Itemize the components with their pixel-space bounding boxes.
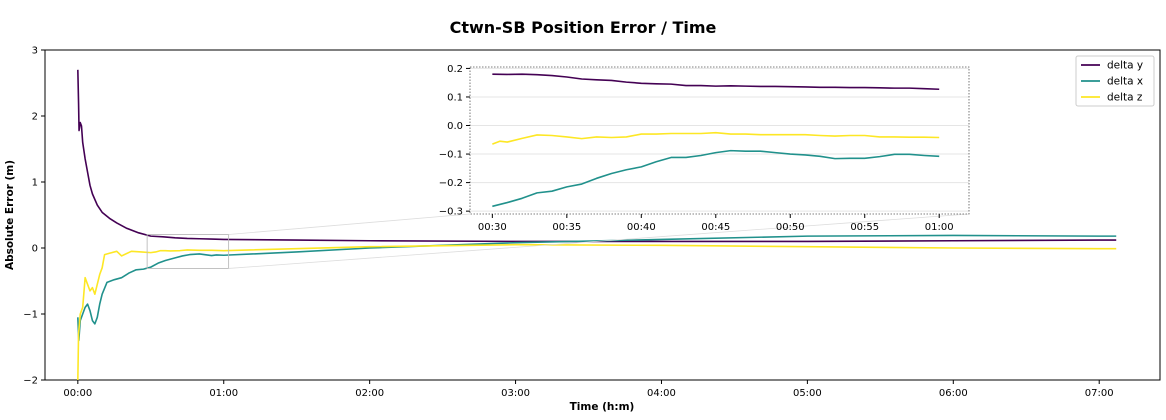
- inset-x-tick-label: 01:00: [925, 222, 954, 233]
- chart-title: Ctwn-SB Position Error / Time: [450, 18, 717, 37]
- main-frame: [44, 49, 1161, 381]
- inset-y-tick-label: −0.2: [439, 178, 463, 189]
- main-x-tick-label: 02:00: [355, 388, 384, 399]
- inset-y-tick-label: −0.3: [439, 207, 463, 218]
- main-y-tick-label: 2: [32, 112, 38, 123]
- main-x-tick-label: 05:00: [793, 388, 822, 399]
- main-series-delta-y: [77, 69, 1117, 243]
- inset-series-delta-z: [492, 131, 940, 145]
- main-x-tick-label: 07:00: [1085, 388, 1114, 399]
- main-x-tick-label: 03:00: [501, 388, 530, 399]
- main-plot: 00:00 01:00 02:00 03:00 04:00 05:00 06:00 07:00…: [23, 46, 1161, 399]
- zoom-connector-line: [228, 213, 970, 269]
- main-series-delta-x: [77, 234, 1117, 342]
- inset-x-tick-label: 00:55: [850, 222, 879, 233]
- zoom-connector-line: [228, 213, 471, 235]
- inset-y-tick-label: 0.1: [447, 92, 463, 103]
- inset-x-tick-label: 00:50: [776, 222, 805, 233]
- inset-frame: [469, 66, 970, 215]
- inset-series-delta-y: [492, 73, 940, 91]
- main-x-tick-label: 04:00: [647, 388, 676, 399]
- inset-y-tick-label: 0.0: [447, 121, 463, 132]
- legend-entry: delta z: [1107, 92, 1143, 104]
- inset-y-tick-label: 0.2: [447, 64, 463, 75]
- main-y-tick-label: 3: [32, 46, 38, 57]
- x-axis-label: Time (h:m): [570, 401, 635, 413]
- inset-x-tick-label: 00:40: [627, 222, 656, 233]
- main-series-delta-z: [77, 243, 1117, 380]
- zoom-indicator: [146, 213, 970, 269]
- main-x-tick-label: 00:00: [63, 388, 92, 399]
- inset-plot: 00:30 00:35 00:40 00:45 00:50 00:55 01:00 0.2 0.…: [439, 64, 970, 233]
- legend-entry: delta y: [1107, 60, 1143, 72]
- main-y-tick-label: −2: [23, 376, 38, 387]
- y-axis-label: Absolute Error (m): [4, 160, 16, 270]
- legend-box: [1075, 55, 1155, 107]
- legend: delta y delta x delta z: [1075, 55, 1155, 107]
- inset-x-tick-label: 00:30: [478, 222, 507, 233]
- inset-y-tick-label: −0.1: [439, 150, 463, 161]
- main-y-tick-label: 0: [32, 244, 38, 255]
- inset-x-tick-label: 00:35: [552, 222, 581, 233]
- inset-series-delta-x: [492, 149, 940, 208]
- main-y-tick-label: −1: [23, 310, 38, 321]
- main-x-tick-label: 01:00: [209, 388, 238, 399]
- main-y-tick-label: 1: [32, 178, 38, 189]
- zoom-region-box: [146, 234, 230, 269]
- inset-background: [470, 67, 969, 214]
- main-x-tick-label: 06:00: [939, 388, 968, 399]
- inset-x-tick-label: 00:45: [701, 222, 730, 233]
- legend-entry: delta x: [1107, 76, 1143, 88]
